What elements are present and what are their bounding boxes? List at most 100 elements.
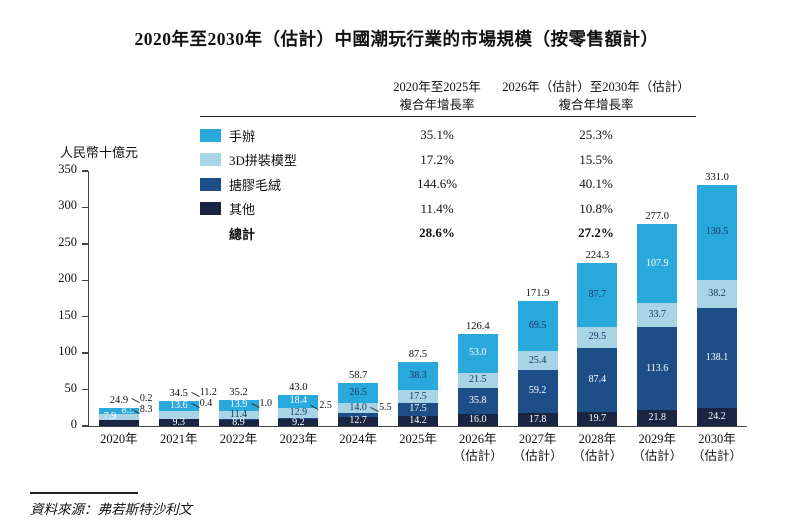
segment-value-label: 138.1 bbox=[705, 352, 729, 364]
bar-segment: 130.5 bbox=[697, 184, 738, 280]
segment-value-label: 53.0 bbox=[469, 347, 487, 359]
segment-value-label: 113.6 bbox=[646, 362, 669, 374]
cagr-row: 手辦 35.1% 25.3% bbox=[200, 123, 696, 148]
stacked-bar: 38.3 17.5 17.5 14.2 bbox=[397, 362, 438, 426]
bar-segment: 29.5 bbox=[577, 326, 618, 348]
bar-segment bbox=[338, 412, 379, 417]
bar-segment: 13.6 bbox=[158, 399, 199, 411]
y-tick-label: 300 bbox=[58, 198, 77, 213]
stacked-bar: 130.5 38.2 138.1 24.2 bbox=[697, 184, 738, 426]
legend-label: 手辦 bbox=[229, 128, 256, 144]
bar-segment bbox=[98, 419, 139, 426]
segment-value-label: 130.5 bbox=[705, 226, 729, 238]
segment-value-label: 59.2 bbox=[528, 385, 547, 397]
segment-callout-label: 1.0 bbox=[259, 398, 273, 409]
y-tick-label: 50 bbox=[64, 380, 78, 395]
segment-callout-label: 0.2 bbox=[139, 393, 153, 404]
cagr-row: 3D拼裝模型 17.2% 15.5% bbox=[200, 148, 696, 173]
y-tick-mark bbox=[82, 279, 88, 282]
bar-segment: 14.2 bbox=[397, 414, 438, 426]
bar-segment: 38.3 bbox=[397, 362, 438, 391]
segment-value-label: 12.7 bbox=[349, 415, 367, 427]
y-axis-unit-label: 人民幣十億元 bbox=[60, 145, 139, 160]
x-axis-label: 2028年 （估計） bbox=[572, 432, 623, 463]
bar-segment bbox=[278, 417, 319, 420]
cagr-value-col2: 15.5% bbox=[579, 151, 613, 167]
cagr-value-col1: 17.2% bbox=[420, 151, 454, 167]
bar-segment: 9.3 bbox=[158, 416, 199, 428]
bar-group: 35.2 13.9 11.4 8.9 1.0 2022年 bbox=[209, 171, 272, 446]
segment-value-label: 18.4 bbox=[289, 395, 308, 407]
legend-cell: 搪膠毛絨 bbox=[200, 172, 281, 197]
segment-value-label: 17.5 bbox=[409, 403, 427, 415]
segment-value-label: 16.0 bbox=[469, 414, 487, 426]
bar-segment: 12.7 bbox=[338, 415, 379, 427]
x-axis-label: 2027年 （估計） bbox=[512, 432, 563, 463]
y-tick-label: 150 bbox=[58, 307, 77, 322]
bar-segment: 21.8 bbox=[637, 410, 678, 426]
bar-segment: 19.7 bbox=[577, 411, 618, 426]
stacked-bar: 53.0 21.5 35.8 16.0 bbox=[457, 334, 498, 426]
bar-segment: 9.2 bbox=[278, 417, 319, 427]
bar-group: 24.9 8.5 7.9 0.2 8.3 2020年 bbox=[89, 171, 152, 446]
legend-swatch bbox=[200, 128, 221, 142]
segment-value-label: 14.2 bbox=[409, 414, 427, 426]
segment-value-label: 7.9 bbox=[103, 410, 117, 422]
bar-total-label: 126.4 bbox=[465, 321, 490, 332]
x-axis-label: 2024年 bbox=[339, 432, 377, 446]
bar-segment: 17.5 bbox=[397, 390, 438, 403]
segment-value-label: 29.5 bbox=[588, 331, 607, 343]
segment-value-label: 24.2 bbox=[708, 411, 726, 423]
segment-value-label: 17.8 bbox=[528, 413, 547, 425]
bar-total-label: 171.9 bbox=[525, 287, 550, 299]
bar-segment: 18.4 bbox=[278, 394, 319, 409]
bar-segment: 8.5 bbox=[98, 405, 139, 415]
bar-segment: 7.9 bbox=[98, 410, 139, 422]
segment-value-label: 69.5 bbox=[528, 320, 547, 332]
stacked-bar: 87.7 29.5 87.4 19.7 bbox=[577, 262, 618, 426]
bar-segment: 26.5 bbox=[338, 383, 379, 403]
bar-segment: 138.1 bbox=[697, 307, 738, 409]
segment-value-label: 17.5 bbox=[409, 390, 427, 402]
bar-segment: 17.8 bbox=[517, 413, 558, 426]
legend-label: 其他 bbox=[229, 202, 256, 218]
bar-segment: 17.5 bbox=[397, 402, 438, 416]
segment-value-label: 87.4 bbox=[588, 373, 607, 385]
segment-value-label: 13.9 bbox=[229, 399, 248, 411]
bar-segment: 24.2 bbox=[697, 408, 738, 426]
bar-segment: 13.9 bbox=[218, 399, 259, 411]
segment-value-label: 9.3 bbox=[172, 416, 185, 428]
legend-swatch bbox=[200, 177, 221, 191]
bar-segment: 14.0 bbox=[338, 402, 379, 413]
y-tick-mark bbox=[82, 206, 88, 209]
bar-total-label: 58.7 bbox=[348, 370, 368, 382]
segment-value-label: 8.9 bbox=[232, 416, 245, 428]
segment-value-label: 38.3 bbox=[409, 370, 427, 382]
segment-callout-label: 11.2 bbox=[199, 387, 217, 398]
x-axis-label: 2020年 bbox=[100, 432, 138, 446]
segment-value-label: 25.4 bbox=[528, 354, 547, 366]
bar-group: 126.4 53.0 21.5 35.8 16.0 2026年 （估計） bbox=[448, 171, 508, 463]
bar-segment: 87.4 bbox=[577, 347, 618, 412]
cagr-row: 其他 11.4% 10.8% bbox=[200, 197, 696, 222]
y-tick-label: 250 bbox=[58, 234, 77, 249]
plot-area: 24.9 8.5 7.9 0.2 8.3 2020年 34.5 13.6 9.3 11.2 0.4 2… bbox=[58, 162, 747, 463]
cagr-value-col1: 144.6% bbox=[416, 176, 458, 191]
segment-value-label: 13.6 bbox=[169, 399, 188, 411]
segment-value-label: 12.9 bbox=[289, 406, 308, 418]
bar-segment: 53.0 bbox=[457, 334, 498, 373]
stacked-bar: 13.6 9.3 bbox=[158, 399, 199, 428]
cagr-table: 2020年至2025年 複合年增長率 2026年（估計）至2030年（估計） 複… bbox=[200, 78, 696, 246]
y-tick-mark bbox=[82, 243, 88, 245]
stacked-bar: 13.9 11.4 8.9 bbox=[218, 399, 259, 428]
bar-segment: 33.7 bbox=[637, 302, 678, 328]
segment-value-label: 35.8 bbox=[469, 395, 487, 407]
bar-group: 58.7 26.5 14.0 12.7 5.5 2024年 bbox=[328, 171, 392, 446]
y-tick-label: 0 bbox=[70, 417, 77, 431]
segment-value-label: 107.9 bbox=[645, 257, 669, 269]
bar-total-label: 277.0 bbox=[645, 211, 670, 223]
bar-segment: 69.5 bbox=[517, 300, 558, 352]
x-axis-label: 2029年 （估計） bbox=[632, 432, 683, 463]
bar-segment: 113.6 bbox=[637, 327, 678, 411]
bar-total-label: 24.9 bbox=[109, 394, 129, 406]
